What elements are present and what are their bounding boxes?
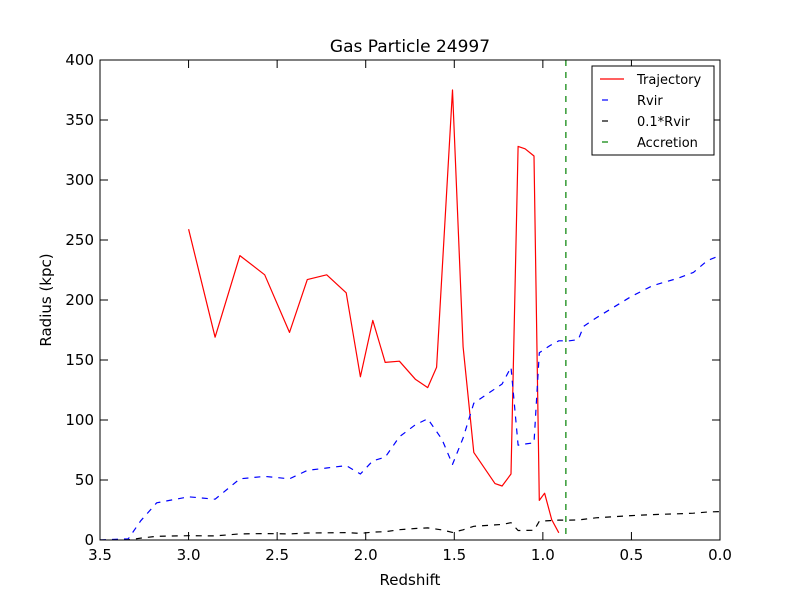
x-tick-label: 3.0 — [177, 546, 201, 564]
x-tick-label: 3.5 — [88, 546, 112, 564]
y-tick-label: 300 — [65, 171, 94, 189]
y-tick-label: 400 — [65, 51, 94, 69]
y-tick-label: 150 — [65, 351, 94, 369]
y-tick-label: 100 — [65, 411, 94, 429]
x-tick-label: 0.0 — [708, 546, 732, 564]
y-tick-label: 50 — [75, 471, 94, 489]
y-tick-label: 350 — [65, 111, 94, 129]
y-tick-label: 250 — [65, 231, 94, 249]
y-tick-label: 200 — [65, 291, 94, 309]
series-layer — [100, 60, 720, 540]
legend: Trajectory Rvir 0.1*Rvir Accretion — [591, 65, 715, 156]
y-tick-label: 0 — [84, 531, 94, 549]
x-tick-label: 2.0 — [354, 546, 378, 564]
x-tick-label: 2.5 — [265, 546, 289, 564]
legend-label-trajectory: Trajectory — [636, 73, 701, 88]
y-axis-label: Radius (kpc) — [37, 253, 55, 346]
chart-title: Gas Particle 24997 — [330, 37, 490, 57]
legend-box — [591, 65, 715, 156]
legend-label-accretion: Accretion — [637, 136, 698, 151]
x-axis-label: Redshift — [380, 571, 441, 589]
tick-layer: 3.5 3.0 2.5 2.0 1.5 1.0 0.5 0.0 0 50 100 150 200 250 3… — [65, 51, 732, 564]
legend-label-rvir: Rvir — [637, 94, 663, 109]
x-tick-label: 1.0 — [531, 546, 555, 564]
x-tick-label: 1.5 — [442, 546, 466, 564]
x-tick-label: 0.5 — [619, 546, 643, 564]
0-1-rvir-series-line — [100, 511, 720, 540]
trajectory-series-line — [188, 89, 560, 534]
legend-label-0-1-rvir: 0.1*Rvir — [637, 115, 691, 130]
